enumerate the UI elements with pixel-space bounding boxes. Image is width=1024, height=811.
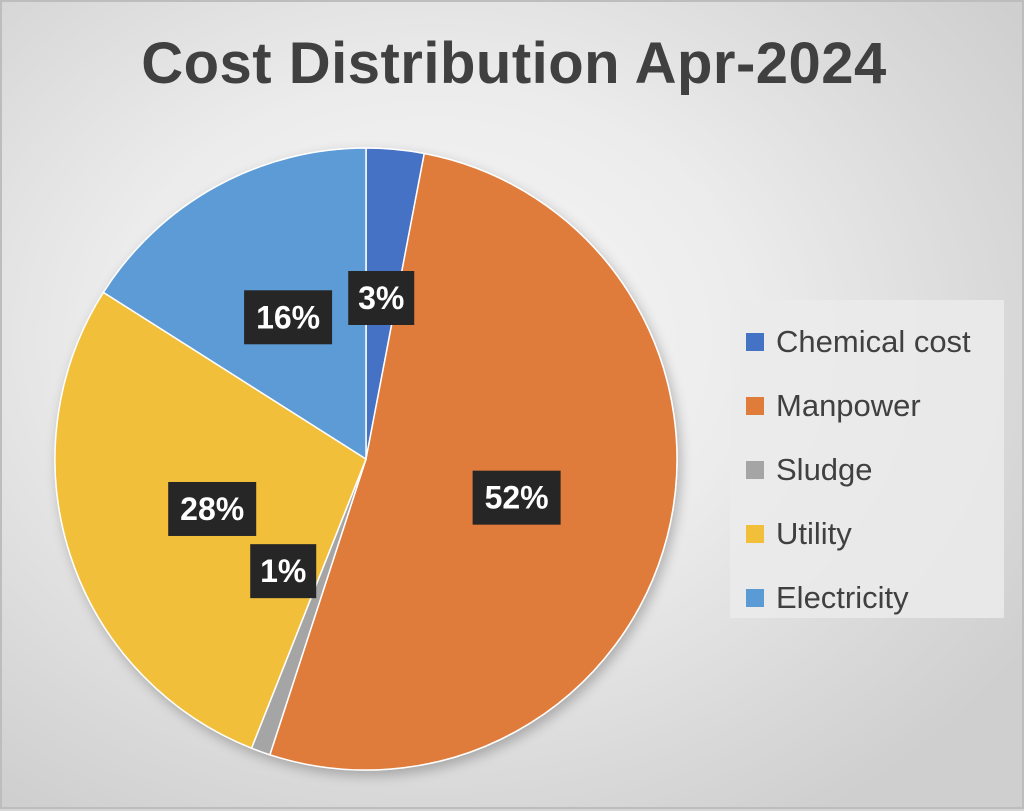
data-label-text-manpower: 52% bbox=[485, 480, 549, 516]
legend-item-electricity: Electricity bbox=[746, 566, 1004, 630]
data-label-box-chemical-cost bbox=[348, 270, 415, 325]
data-label-text-chemical-cost: 3% bbox=[358, 280, 404, 316]
legend: Chemical cost Manpower Sludge Utility El… bbox=[730, 300, 1004, 618]
pie-slices bbox=[54, 147, 678, 771]
data-label-manpower: 52% bbox=[472, 470, 561, 525]
legend-label-electricity: Electricity bbox=[776, 580, 909, 615]
legend-label-manpower: Manpower bbox=[776, 388, 921, 423]
data-label-box-electricity bbox=[244, 290, 333, 345]
data-label-chemical-cost: 3% bbox=[348, 270, 415, 325]
data-label-box-sludge bbox=[250, 544, 317, 599]
data-label-text-sludge: 1% bbox=[260, 553, 306, 589]
data-label-electricity: 16% bbox=[244, 290, 333, 345]
legend-item-manpower: Manpower bbox=[746, 374, 1004, 438]
data-label-text-utility: 28% bbox=[180, 491, 244, 527]
data-label-box-manpower bbox=[472, 470, 561, 525]
legend-swatch-electricity bbox=[746, 589, 764, 607]
legend-item-utility: Utility bbox=[746, 502, 1004, 566]
pie-slice-manpower bbox=[268, 152, 678, 771]
legend-label-sludge: Sludge bbox=[776, 452, 873, 487]
pie-slice-electricity bbox=[102, 147, 367, 461]
legend-label-utility: Utility bbox=[776, 516, 852, 551]
data-label-box-utility bbox=[168, 481, 257, 536]
chart-title: Cost Distribution Apr-2024 bbox=[141, 31, 887, 96]
legend-item-sludge: Sludge bbox=[746, 438, 1004, 502]
legend-item-chemical-cost: Chemical cost bbox=[746, 310, 1004, 374]
data-label-utility: 28% bbox=[168, 481, 257, 536]
legend-swatch-utility bbox=[746, 525, 764, 543]
data-label-sludge: 1% bbox=[250, 544, 317, 599]
data-label-text-electricity: 16% bbox=[256, 299, 320, 335]
legend-label-chemical-cost: Chemical cost bbox=[776, 324, 971, 359]
legend-swatch-sludge bbox=[746, 461, 764, 479]
legend-swatch-chemical-cost bbox=[746, 333, 764, 351]
legend-swatch-manpower bbox=[746, 397, 764, 415]
